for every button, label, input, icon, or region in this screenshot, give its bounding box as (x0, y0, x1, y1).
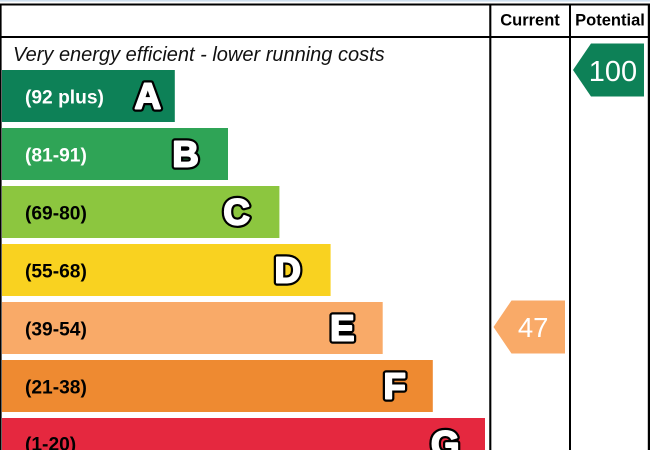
svg-text:F: F (383, 365, 405, 406)
svg-text:(92 plus): (92 plus) (25, 88, 104, 109)
svg-text:F: F (383, 365, 405, 406)
svg-text:E: E (330, 307, 354, 348)
svg-text:(21-38): (21-38) (25, 378, 87, 399)
svg-text:Current: Current (500, 11, 560, 29)
svg-text:A: A (135, 75, 161, 116)
svg-text:G: G (431, 423, 459, 450)
svg-text:C: C (223, 191, 249, 232)
svg-text:100: 100 (589, 56, 637, 88)
svg-text:(55-68): (55-68) (25, 262, 87, 283)
svg-text:Very energy efficient - lower: Very energy efficient - lower running co… (13, 44, 385, 66)
svg-text:(1-20): (1-20) (25, 434, 76, 450)
svg-text:Potential: Potential (575, 11, 645, 29)
svg-text:(39-54): (39-54) (25, 320, 87, 341)
svg-text:A: A (135, 75, 161, 116)
svg-text:D: D (275, 249, 301, 290)
svg-text:(81-91): (81-91) (25, 146, 87, 167)
svg-text:B: B (172, 133, 198, 174)
svg-text:B: B (172, 133, 198, 174)
svg-text:G: G (431, 423, 459, 450)
svg-text:47: 47 (518, 312, 549, 343)
svg-text:D: D (275, 249, 301, 290)
svg-text:E: E (330, 307, 354, 348)
svg-text:C: C (223, 191, 249, 232)
svg-text:(69-80): (69-80) (25, 204, 87, 225)
